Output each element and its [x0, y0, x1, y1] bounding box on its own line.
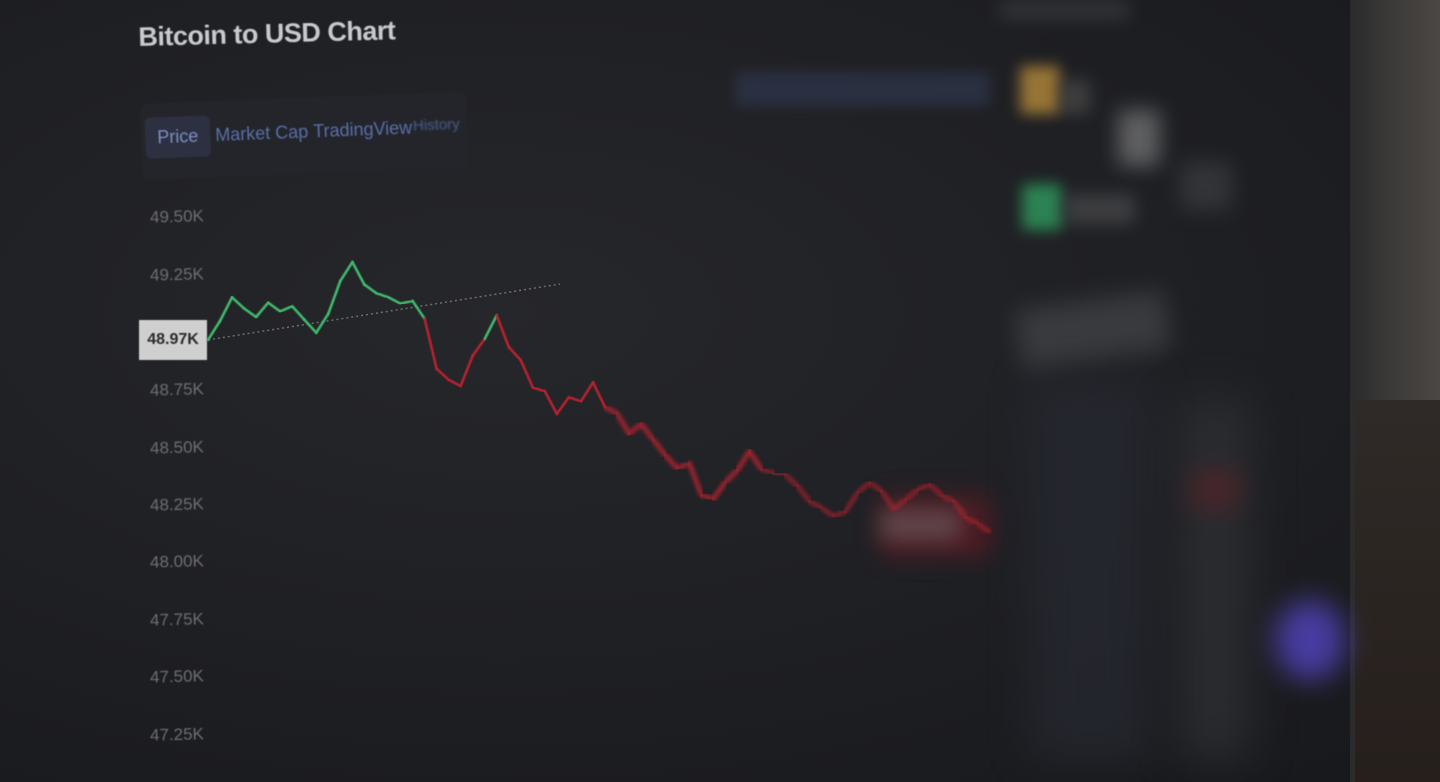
price-line-segment: [927, 482, 944, 498]
price-line-segment: [759, 467, 776, 476]
price-line-segment: [627, 421, 644, 436]
price-line-segment: [855, 480, 872, 495]
price-line-segment: [351, 260, 366, 286]
price-line-segment: [843, 490, 860, 514]
price-line-segment: [483, 314, 499, 341]
price-line-segment: [591, 381, 607, 409]
price-line-segment: [879, 489, 896, 512]
price-line-segment: [819, 505, 836, 519]
price-line-segment: [567, 395, 583, 403]
blurred-side-values: [1180, 400, 1250, 760]
price-line-segment: [447, 378, 462, 388]
price-line-segment: [867, 480, 884, 494]
price-line-segment: [254, 301, 270, 319]
blurred-negative-value: [1190, 470, 1240, 510]
current-price-marker: 48.97K: [139, 320, 207, 360]
blurred-price-tag-text: [880, 510, 960, 540]
blurred-side-value: [1180, 162, 1232, 210]
price-line-segment: [831, 509, 848, 519]
price-line-segment: [807, 499, 824, 510]
price-line-segment: [555, 395, 571, 416]
monitor-bezel-lower: [1355, 400, 1440, 782]
price-line-segment: [951, 499, 968, 520]
price-line-segment: [242, 307, 258, 319]
price-line-segment: [507, 345, 523, 362]
price-line-segment: [663, 453, 680, 471]
price-line-segment: [230, 296, 246, 310]
price-line-segment: [471, 337, 487, 357]
price-line-segment: [375, 291, 390, 299]
chat-bubble-icon[interactable]: [1275, 600, 1345, 680]
price-line-segment: [795, 483, 812, 504]
price-line-segment: [459, 354, 475, 388]
price-line-segment: [603, 405, 619, 416]
green-status-icon: [1022, 184, 1062, 230]
price-line-segment: [963, 515, 980, 526]
price-line-segment: [278, 304, 294, 313]
price-line-segment: [903, 487, 920, 502]
price-line-segment: [411, 299, 426, 321]
price-line-segment: [363, 283, 378, 295]
price-line-segment: [302, 318, 318, 335]
price-line-segment: [531, 386, 547, 393]
bitcoin-coin-icon: [1020, 66, 1060, 114]
price-line-segment: [639, 421, 656, 442]
price-line-segment: [976, 521, 992, 535]
price-line-segment: [218, 296, 234, 323]
price-line-segment: [206, 319, 222, 342]
blurred-header-control: [735, 72, 990, 106]
price-line-segment: [891, 497, 908, 512]
price-line-segment: [314, 312, 330, 335]
blurred-side-list: [1030, 380, 1150, 760]
price-line-segment: [735, 449, 752, 473]
blurred-status-text: [1065, 194, 1135, 224]
price-line-segment: [615, 411, 632, 436]
price-line-segment: [435, 367, 450, 382]
price-line-segment: [290, 304, 306, 321]
price-line-segment: [423, 317, 438, 371]
price-line-segment: [723, 468, 740, 485]
price-line-segment: [338, 260, 354, 283]
price-line-segment: [771, 471, 788, 477]
blurred-top-label: [1000, 0, 1130, 20]
price-line-segment: [939, 493, 956, 504]
blurred-info-icon: [1118, 110, 1160, 166]
price-line-segment: [519, 358, 535, 389]
price-line-segment: [266, 301, 282, 313]
price-line-segment: [783, 472, 800, 488]
price-line-segment: [326, 279, 342, 316]
price-line-segment: [543, 390, 559, 416]
price-line-segment: [711, 480, 728, 501]
price-line-segment: [675, 461, 692, 471]
price-line-segment: [687, 461, 704, 497]
price-line-segment: [915, 482, 932, 492]
price-line-segment: [699, 492, 716, 501]
price-line-segment: [747, 449, 764, 472]
price-line-segment: [387, 295, 402, 305]
blurred-coin-symbol: [1060, 80, 1090, 114]
price-line-segment: [495, 314, 511, 349]
price-line-segment: [399, 299, 414, 305]
price-line-segment: [579, 381, 595, 403]
price-line-segment: [651, 437, 668, 457]
